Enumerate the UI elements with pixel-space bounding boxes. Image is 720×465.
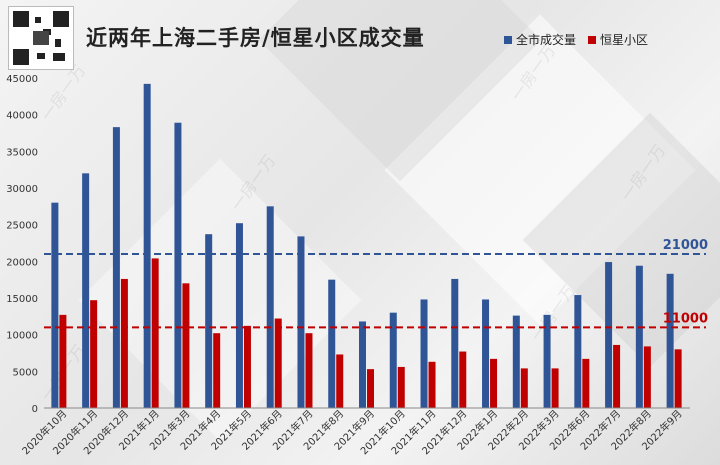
bar-series1 — [297, 236, 305, 408]
y-tick-label: 35000 — [6, 147, 38, 158]
bar-series2 — [551, 368, 559, 408]
bar-series2 — [305, 333, 313, 408]
bar-series1 — [82, 173, 90, 408]
bar-series1 — [51, 202, 59, 408]
bar-series1 — [574, 295, 582, 408]
bar-series2 — [459, 351, 467, 408]
bar-series2 — [367, 369, 374, 408]
y-tick-label: 0 — [32, 404, 38, 415]
reference-line-label: 21000 — [663, 238, 708, 253]
bar-series1 — [420, 299, 428, 408]
y-tick-label: 10000 — [6, 331, 38, 342]
bar-series2 — [90, 300, 98, 408]
bar-series2 — [428, 361, 436, 408]
y-tick-label: 20000 — [6, 257, 38, 268]
bar-series2 — [582, 358, 590, 408]
bar-series1 — [359, 321, 366, 408]
legend: 全市成交量 恒星小区 — [504, 31, 660, 48]
legend-swatch — [504, 35, 512, 44]
bar-series1 — [512, 315, 520, 408]
bar-series1 — [451, 278, 459, 408]
qr-code-icon — [8, 6, 74, 70]
bar-series2 — [674, 349, 682, 408]
bar-series2 — [336, 354, 344, 408]
y-tick-label: 45000 — [6, 74, 38, 85]
legend-swatch — [588, 35, 597, 44]
bar-series2 — [613, 344, 621, 408]
y-tick-label: 30000 — [6, 184, 38, 195]
bar-series1 — [235, 223, 243, 408]
bar-series2 — [397, 366, 405, 408]
y-tick-label: 25000 — [6, 221, 38, 232]
bar-series1 — [266, 206, 274, 408]
y-tick-label: 5000 — [13, 367, 38, 378]
legend-item-series2: 恒星小区 — [588, 31, 648, 48]
bar-series2 — [59, 314, 67, 408]
bar-series2 — [643, 346, 651, 408]
bar-series1 — [205, 234, 213, 408]
bar-series1 — [174, 122, 182, 408]
reference-line-label: 11000 — [663, 311, 708, 326]
chart-title: 近两年上海二手房/恒星小区成交量 — [86, 26, 425, 50]
bar-series2 — [151, 258, 159, 408]
bar-series2 — [520, 368, 528, 408]
legend-label: 全市成交量 — [516, 33, 577, 47]
bar-series1 — [666, 273, 674, 408]
y-tick-label: 40000 — [6, 111, 38, 122]
bar-series1 — [482, 299, 490, 408]
bar-series1 — [389, 312, 397, 408]
bar-series1 — [112, 127, 120, 408]
bar-series1 — [635, 265, 643, 408]
legend-item-series1: 全市成交量 — [504, 31, 576, 48]
bar-series1 — [605, 262, 613, 408]
bar-series2 — [120, 278, 128, 408]
bar-series2 — [213, 333, 221, 408]
bar-series1 — [143, 83, 151, 408]
bar-series2 — [274, 318, 282, 408]
y-tick-label: 15000 — [6, 294, 38, 305]
bar-series1 — [543, 314, 551, 408]
bar-series2 — [243, 325, 251, 408]
legend-label: 恒星小区 — [600, 33, 649, 47]
bar-series1 — [328, 279, 336, 408]
bar-series2 — [182, 283, 190, 408]
bar-series2 — [490, 358, 498, 408]
